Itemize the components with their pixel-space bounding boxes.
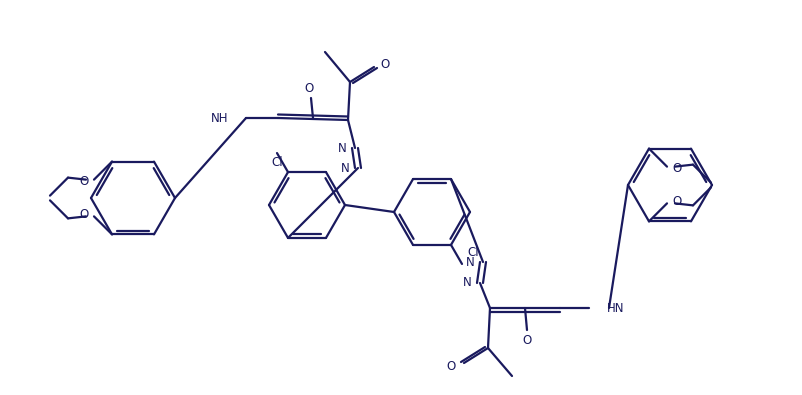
- Text: O: O: [446, 361, 456, 374]
- Text: HN: HN: [606, 301, 624, 314]
- Text: N: N: [341, 162, 350, 175]
- Text: NH: NH: [210, 111, 228, 124]
- Text: O: O: [379, 58, 389, 70]
- Text: N: N: [463, 276, 472, 290]
- Text: O: O: [79, 175, 89, 188]
- Text: N: N: [466, 256, 475, 269]
- Text: O: O: [79, 208, 89, 221]
- Text: O: O: [304, 82, 314, 95]
- Text: O: O: [522, 334, 531, 347]
- Text: O: O: [671, 195, 680, 208]
- Text: N: N: [338, 141, 346, 154]
- Text: O: O: [671, 162, 680, 175]
- Text: Cl: Cl: [467, 246, 478, 259]
- Text: Cl: Cl: [271, 156, 282, 169]
